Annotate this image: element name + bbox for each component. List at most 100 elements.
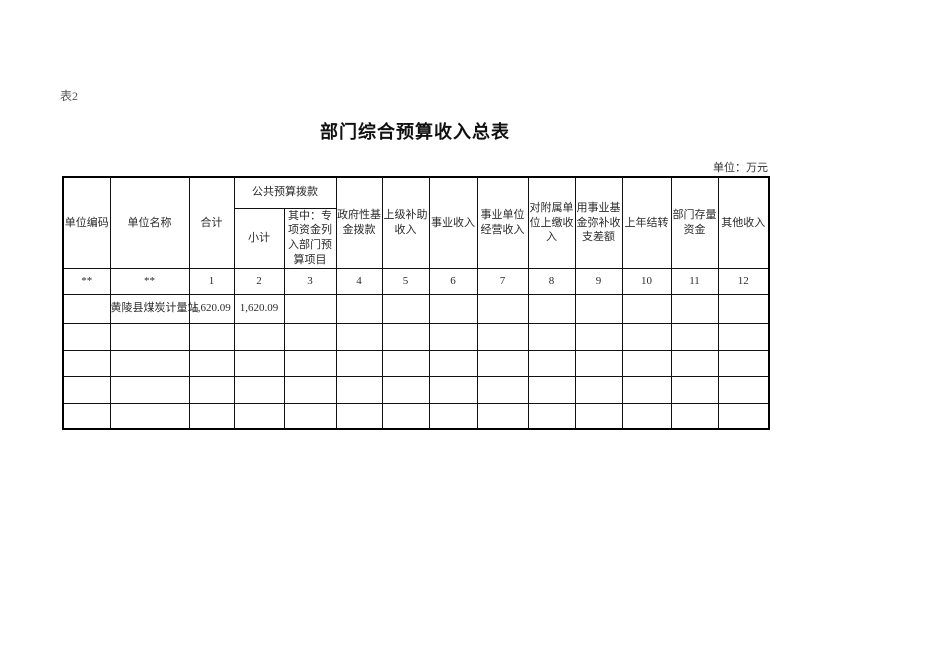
- empty-cell: [670, 349, 719, 377]
- col-header-institution-operating-income: 事业单位经营收入: [476, 176, 529, 269]
- empty-cell: [670, 375, 719, 404]
- col-header-other-income: 其他收入: [717, 176, 770, 269]
- empty-cell: [62, 349, 111, 377]
- empty-cell: [574, 375, 623, 404]
- unit-label: 单位：万元: [713, 162, 768, 174]
- cell-unit-name: 黄陵县煤炭计量站: [109, 293, 199, 324]
- empty-cell: [476, 349, 529, 377]
- col-header-affiliated-units-income: 对附属单位上缴收入: [527, 176, 576, 269]
- code-cell: 8: [527, 267, 576, 295]
- col-header-total: 合计: [188, 176, 235, 269]
- empty-cell: [717, 349, 770, 377]
- page-title: 部门综合预算收入总表: [320, 122, 510, 142]
- empty-row: [62, 375, 770, 404]
- empty-cell: [109, 349, 190, 377]
- header-row-top: 单位编码 单位名称 合计 公共预算拨款 政府性基金拨款 上级补助收入 事业收入 …: [62, 176, 770, 269]
- empty-cell: [717, 322, 770, 351]
- empty-cell: [62, 402, 111, 430]
- empty-cell: [476, 375, 529, 404]
- col-header-prev-year-carryover: 上年结转: [621, 176, 672, 269]
- code-cell: 11: [670, 267, 719, 295]
- empty-cell: [428, 402, 478, 430]
- empty-cell: [574, 402, 623, 430]
- empty-cell: [527, 375, 576, 404]
- empty-cell: [621, 322, 672, 351]
- empty-cell: [717, 293, 770, 324]
- empty-cell: [62, 375, 111, 404]
- empty-cell: [621, 349, 672, 377]
- code-cell: 12: [717, 267, 770, 295]
- empty-cell: [283, 402, 337, 430]
- empty-cell: [527, 293, 576, 324]
- empty-cell: [283, 349, 337, 377]
- code-cell: 3: [283, 267, 337, 295]
- empty-cell: [335, 322, 383, 351]
- empty-cell: [428, 375, 478, 404]
- empty-cell: [188, 375, 235, 404]
- empty-row: [62, 349, 770, 377]
- code-cell: 1: [188, 267, 235, 295]
- col-header-unit-name: 单位名称: [109, 176, 190, 269]
- empty-cell: [381, 349, 430, 377]
- empty-cell: [717, 402, 770, 430]
- empty-cell: [335, 349, 383, 377]
- cell-unit-code: [62, 293, 111, 324]
- empty-cell: [476, 293, 529, 324]
- code-cell: 5: [381, 267, 430, 295]
- empty-cell: [283, 375, 337, 404]
- budget-income-table: 单位编码 单位名称 合计 公共预算拨款 政府性基金拨款 上级补助收入 事业收入 …: [62, 176, 770, 431]
- empty-cell: [621, 293, 672, 324]
- col-header-public-budget-subtotal: 小计: [233, 207, 285, 269]
- cell-subtotal-value: 1,620.09: [233, 293, 285, 324]
- empty-cell: [283, 322, 337, 351]
- empty-cell: [381, 375, 430, 404]
- empty-cell: [717, 375, 770, 404]
- col-header-dept-stock-funds: 部门存量资金: [670, 176, 719, 269]
- empty-cell: [381, 322, 430, 351]
- empty-cell: [109, 322, 190, 351]
- sheet-label: 表2: [60, 89, 79, 103]
- empty-cell: [109, 375, 190, 404]
- code-cell: 6: [428, 267, 478, 295]
- empty-cell: [670, 402, 719, 430]
- empty-cell: [233, 402, 285, 430]
- empty-cell: [188, 322, 235, 351]
- code-cell: 10: [621, 267, 672, 295]
- empty-cell: [283, 293, 337, 324]
- empty-row: [62, 322, 770, 351]
- col-header-fund-offset: 用事业基金弥补收支差额: [574, 176, 623, 269]
- empty-cell: [62, 322, 111, 351]
- column-code-row: ** ** 1 2 3 4 5 6 7 8 9 10 11 12: [62, 267, 770, 295]
- empty-cell: [335, 402, 383, 430]
- empty-cell: [233, 375, 285, 404]
- code-cell: 9: [574, 267, 623, 295]
- empty-cell: [527, 322, 576, 351]
- empty-cell: [574, 322, 623, 351]
- empty-cell: [527, 402, 576, 430]
- code-cell: **: [62, 267, 111, 295]
- empty-cell: [621, 402, 672, 430]
- empty-cell: [109, 402, 190, 430]
- empty-cell: [621, 375, 672, 404]
- empty-cell: [335, 375, 383, 404]
- empty-cell: [233, 349, 285, 377]
- col-header-unit-code: 单位编码: [62, 176, 111, 269]
- code-cell: **: [109, 267, 190, 295]
- empty-cell: [428, 349, 478, 377]
- empty-cell: [574, 349, 623, 377]
- header-row-sub: 小计 其中：专项资金列入部门预算项目: [63, 207, 769, 269]
- empty-cell: [428, 322, 478, 351]
- empty-cell: [476, 402, 529, 430]
- code-cell: 4: [335, 267, 383, 295]
- empty-cell: [381, 402, 430, 430]
- code-cell: 7: [476, 267, 529, 295]
- empty-cell: [574, 293, 623, 324]
- empty-cell: [527, 349, 576, 377]
- col-header-gov-fund: 政府性基金拨款: [335, 176, 383, 269]
- empty-cell: [476, 322, 529, 351]
- col-header-business-income: 事业收入: [428, 176, 478, 269]
- empty-cell: [381, 293, 430, 324]
- col-header-superior-subsidy: 上级补助收入: [381, 176, 430, 269]
- empty-cell: [428, 293, 478, 324]
